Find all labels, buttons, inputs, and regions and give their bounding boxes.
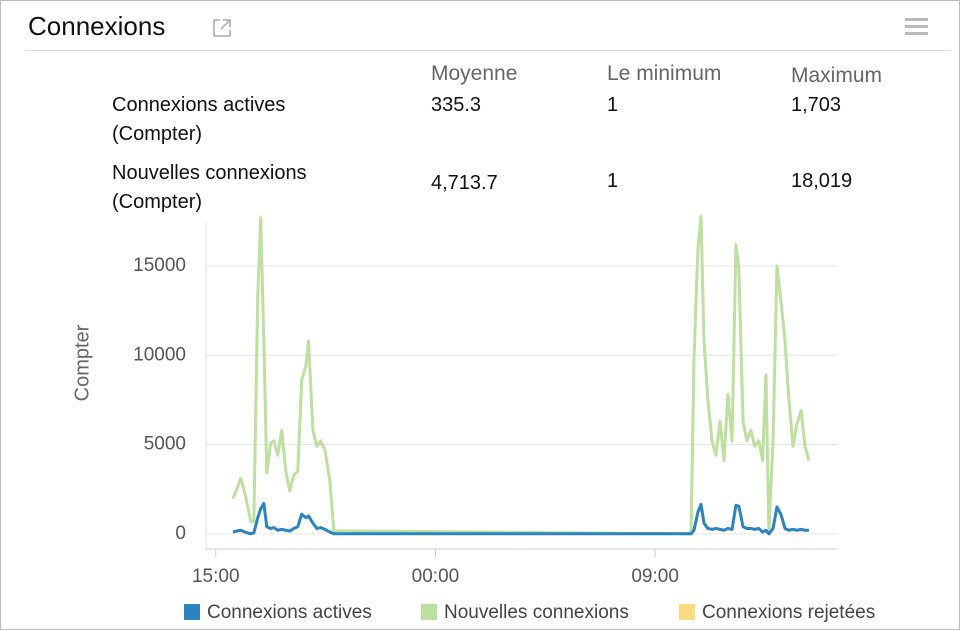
row-label: Nouvelles connexions (Compter) [112, 162, 307, 213]
cell: 1 [607, 94, 619, 116]
legend-label: Connexions rejetées [702, 602, 875, 623]
cell: 335.3 [431, 94, 482, 116]
row-label: Connexions actives (Compter) [112, 94, 286, 145]
y-tick-label: 10000 [133, 344, 186, 365]
cell: 4,713.7 [431, 172, 498, 194]
x-tick-label: 15:00 [192, 566, 240, 587]
cell: 1,703 [791, 94, 842, 116]
cell: 1 [607, 170, 619, 192]
legend-label: Connexions actives [207, 602, 372, 623]
x-tick-label: 09:00 [631, 566, 679, 587]
divider [25, 50, 951, 51]
column-header: Le minimum [607, 62, 722, 85]
x-tick-label: 00:00 [412, 566, 460, 587]
widget-title: Connexions [28, 11, 166, 41]
series-line [231, 214, 811, 536]
y-tick-label: 15000 [133, 255, 186, 276]
menu-icon[interactable] [905, 17, 929, 37]
column-header: Moyenne [431, 62, 518, 85]
cell: 18,019 [791, 170, 853, 192]
column-header: Maximum [791, 64, 883, 87]
legend-swatch [679, 604, 695, 620]
legend-label: Nouvelles connexions [444, 602, 629, 623]
external-link-icon[interactable] [211, 17, 233, 39]
series-line [232, 501, 809, 536]
y-tick-label: 0 [175, 523, 186, 544]
legend-swatch [184, 604, 200, 620]
y-tick-label: 5000 [144, 434, 186, 455]
legend-swatch [421, 604, 437, 620]
y-axis-label: Compter [71, 324, 93, 401]
